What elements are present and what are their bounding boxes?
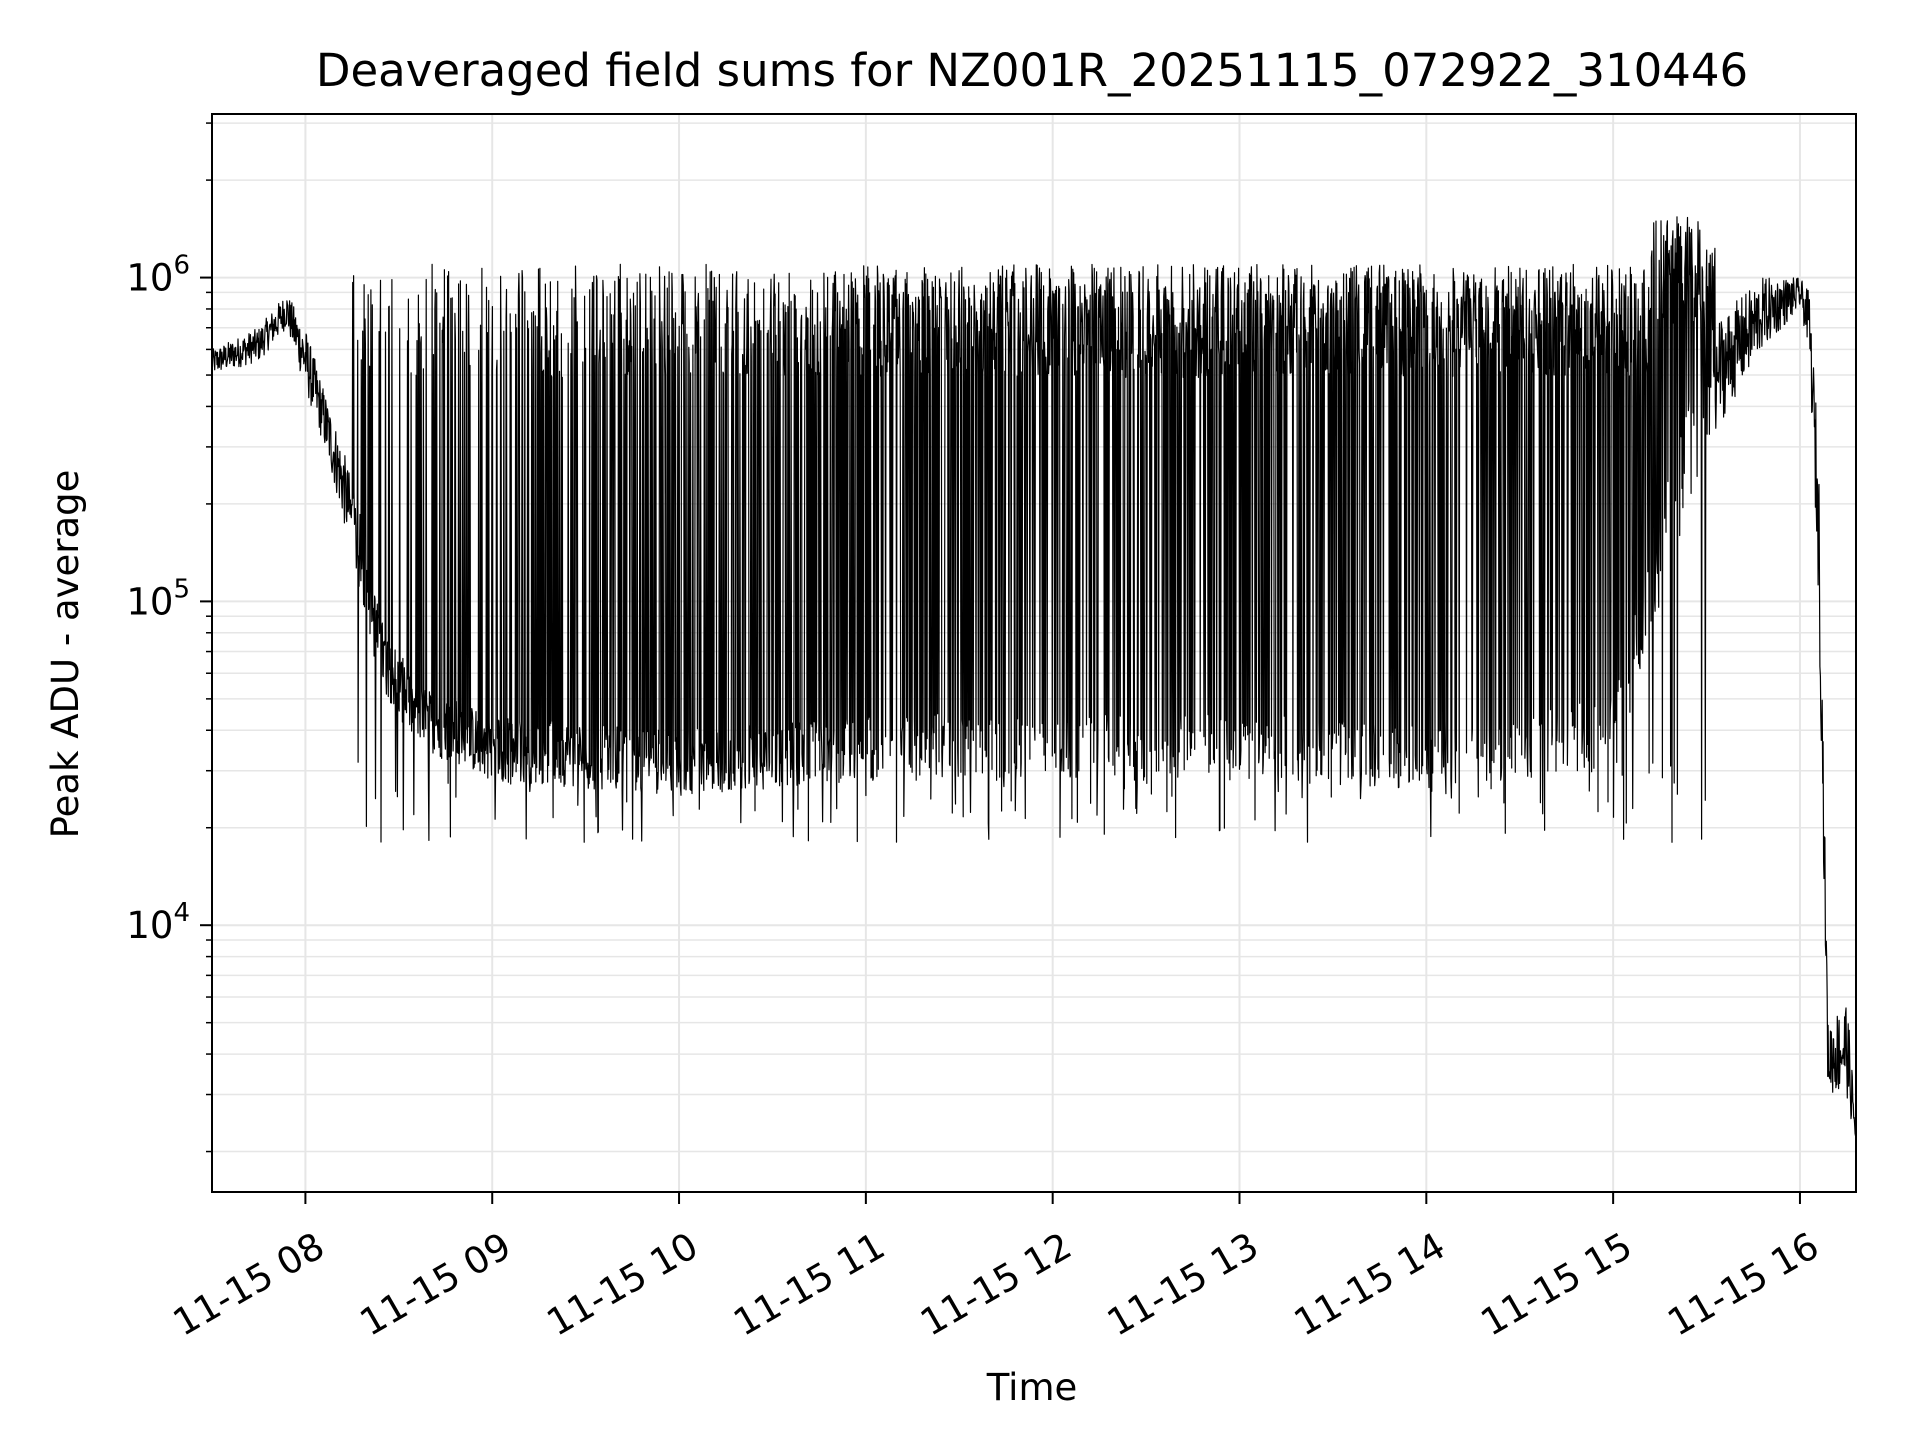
plot-frame [211,113,1857,1193]
x-axis-label: Time [986,1366,1078,1409]
y-tick-label: 106 [126,251,190,300]
y-tick-label: 104 [126,898,190,947]
y-axis: 104 105 106 [126,122,212,1153]
chart-title: Deaveraged field sums for NZ001R_2025111… [316,44,1748,97]
y-axis-label: Peak ADU - average [44,470,87,839]
data-series-line [211,216,1857,1137]
y-tick-label: 105 [126,574,190,623]
plot-area [211,216,1857,1137]
